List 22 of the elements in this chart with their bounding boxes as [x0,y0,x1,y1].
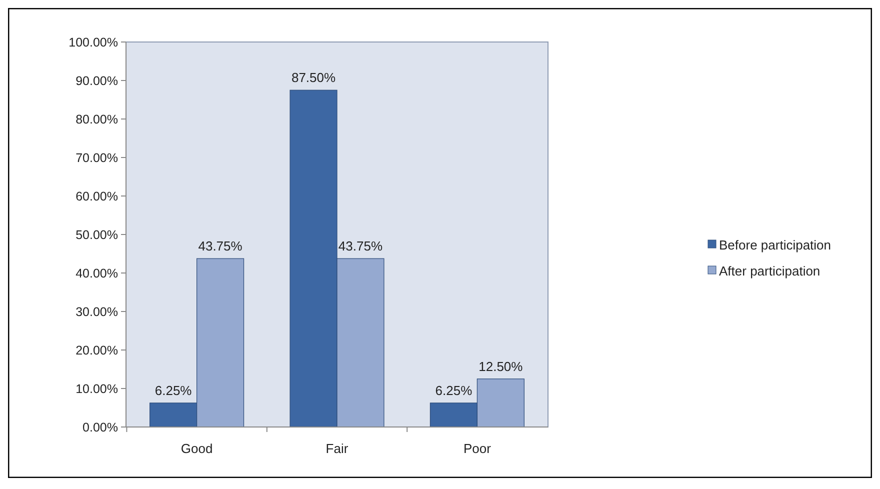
y-tick-label: 80.00% [76,112,118,126]
x-tick-label: Poor [463,441,492,456]
y-tick-label: 30.00% [76,304,118,319]
y-tick-label: 20.00% [76,343,118,358]
x-tick-label: Good [180,441,213,456]
x-tick-label: Fair [326,441,349,456]
y-tick-label: 90.00% [76,74,118,88]
y-tick-label: 60.00% [76,189,118,204]
data-label: 43.75% [338,238,383,254]
y-tick-label: 40.00% [76,266,118,280]
data-label: 87.50% [291,70,336,86]
data-label: 6.25% [154,382,192,398]
data-label: 43.75% [198,238,243,254]
y-tick-label: 100.00% [68,35,118,50]
legend-label: Before participation [719,238,832,253]
y-tick-label: 70.00% [76,150,118,165]
y-tick-label: 0.00% [82,420,118,434]
legend-label: After participation [719,264,820,279]
data-label: 12.50% [478,358,524,374]
y-tick-label: 50.00% [76,228,118,242]
data-label: 6.25% [435,382,473,398]
y-tick-label: 10.00% [76,382,118,396]
